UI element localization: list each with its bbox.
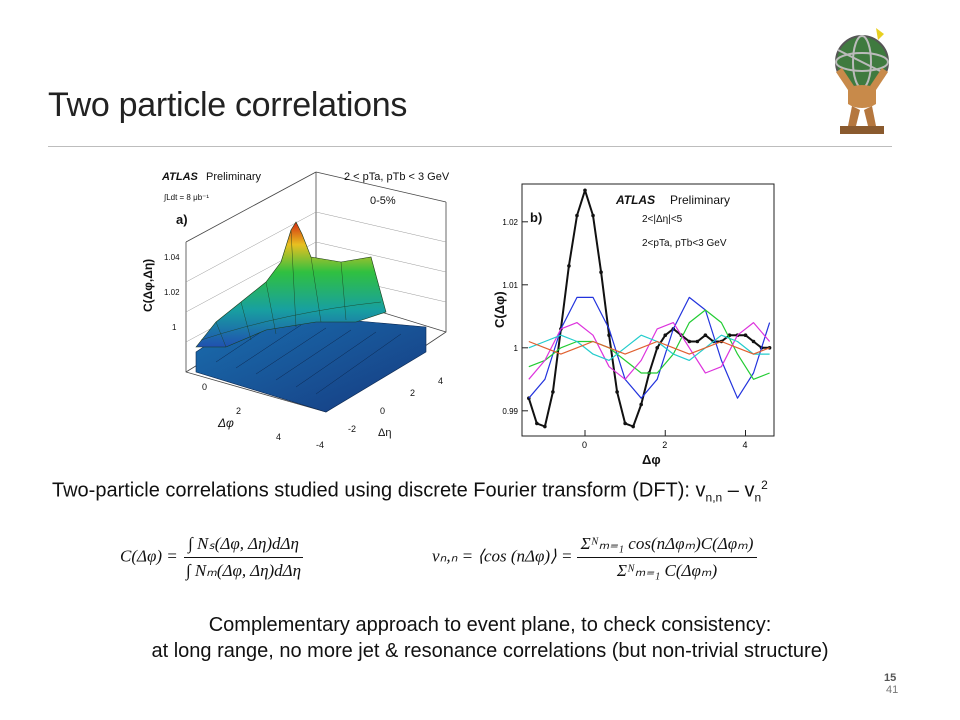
atlas-logo [835,28,889,134]
data-point [535,421,539,426]
data-point [615,390,619,394]
phi-tick: 2 [236,406,241,416]
z-axis-label: C(Δφ,Δη) [141,259,155,312]
centrality-label: 0-5% [370,195,396,207]
equation-v-numerator: Σᴺₘ₌₁ cos(nΔφₘ)C(Δφₘ) [576,534,758,558]
x-tick-label: 0 [582,440,587,450]
eta-tick: 4 [438,376,443,386]
y-tick-label: 0.99 [502,407,518,416]
data-point [599,270,603,274]
phi-tick: 4 [276,432,281,442]
consistency-note: Complementary approach to event plane, t… [60,612,920,664]
data-point [639,402,643,407]
slide-title: Two particle correlations [48,86,408,124]
series-line [528,334,770,361]
x-tick-label: 2 [662,440,667,450]
data-point [575,213,579,218]
eta-gap-label: 2<|Δη|<5 [642,214,683,225]
data-point [543,424,547,429]
data-point [687,339,692,344]
data-point [631,424,635,429]
data-point [743,333,748,337]
data-point [591,213,595,218]
pt-range-a: 2 < pTa, pTb < 3 GeV [344,171,450,183]
figure-a-3d-surface: ATLAS Preliminary ∫Ldt = 8 μb⁻¹ a) 2 < p… [141,171,450,450]
z-tick: 1.04 [164,253,180,262]
page-marker: 15 [884,672,897,684]
equation-c: C(Δφ) = ∫ Nₛ(Δφ, Δη)dΔη ∫ Nₘ(Δφ, Δη)dΔη [120,534,305,581]
equation-c-denominator: ∫ Nₘ(Δφ, Δη)dΔη [186,561,302,580]
caption-dash: – v [722,479,755,502]
data-point [551,390,555,394]
equation-v: vₙ,ₙ = ⟨cos (nΔφ)⟩ = Σᴺₘ₌₁ cos(nΔφₘ)C(Δφ… [432,534,758,581]
data-point [655,346,660,350]
data-point [751,339,756,344]
note-line: Complementary approach to event plane, t… [208,614,772,636]
note-line: at long range, no more jet & resonance c… [151,640,829,662]
eta-tick: 2 [410,388,415,398]
phi-tick: 0 [202,382,207,392]
eta-tick: 0 [380,406,385,416]
preliminary-label-b: Preliminary [670,193,730,207]
pt-range-b: 2<pTa, pTb<3 GeV [642,238,727,249]
atlas-label-b: ATLAS [615,193,655,207]
caption-sub: n [754,490,762,505]
equation-v-denominator: Σᴺₘ₌₁ C(Δφₘ) [616,561,718,580]
z-tick: 1.02 [164,288,180,297]
panel-a-label: a) [176,212,188,227]
phi-axis-label: Δφ [217,416,234,430]
eta-tick: -4 [316,440,324,450]
series-line [528,340,770,355]
eta-tick: -2 [348,424,356,434]
y-tick-label: 1 [514,344,519,353]
data-point [663,333,668,337]
page-number: 41 [886,684,899,696]
data-point [623,421,627,426]
x-tick-label: 4 [743,440,748,450]
data-point [607,333,611,337]
z-tick: 1 [172,323,177,332]
y-tick-label: 1.02 [502,218,518,227]
equation-v-fraction: Σᴺₘ₌₁ cos(nΔφₘ)C(Δφₘ) Σᴺₘ₌₁ C(Δφₘ) [576,534,758,581]
series-line [528,296,771,399]
equation-c-numerator: ∫ Nₛ(Δφ, Δη)dΔη [184,534,303,558]
equation-v-lhs: vₙ,ₙ = ⟨cos (nΔφ)⟩ = [432,546,573,566]
title-divider [48,146,892,147]
data-point [695,339,700,344]
data-point [583,188,587,193]
eta-axis-label: Δη [378,427,391,439]
panel-b-label: b) [530,210,542,225]
caption-sub: n,n [705,490,723,505]
data-point [703,333,708,337]
atlas-label-a: ATLAS [161,171,199,183]
x-axis-label: Δφ [642,452,661,467]
dft-caption: Two-particle correlations studied using … [52,478,922,505]
figure-b-chart: 0 2 4 0.99 1 1.01 1.02 b) ATLAS Preliminary 2<… [492,183,775,467]
luminosity-label: ∫Ldt = 8 μb⁻¹ [163,193,209,202]
y-axis-label: C(Δφ) [492,291,507,328]
equation-c-lhs: C(Δφ) = [120,546,178,566]
equation-c-fraction: ∫ Nₛ(Δφ, Δη)dΔη ∫ Nₘ(Δφ, Δη)dΔη [182,534,305,581]
preliminary-label-a: Preliminary [206,171,262,183]
y-tick-label: 1.01 [502,281,518,290]
caption-text: Two-particle correlations studied using … [52,479,706,502]
caption-sup: 2 [761,478,768,492]
data-point [567,264,571,268]
